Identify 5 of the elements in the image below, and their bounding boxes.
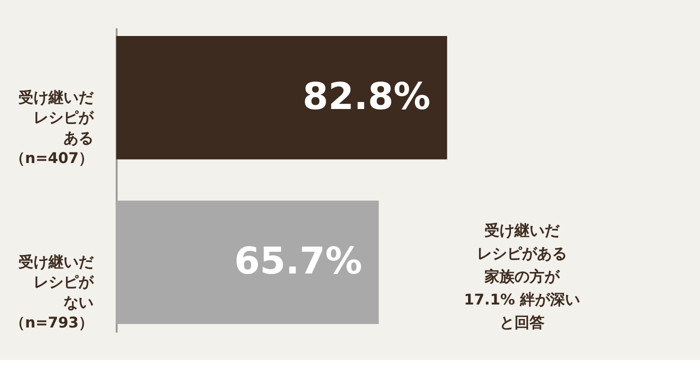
data-label: 82.8%: [302, 74, 431, 118]
y-tick-label: 受け継いだレシピがある（n=407）: [10, 89, 95, 168]
y-tick-label: 受け継いだレシピがない（n=793）: [10, 254, 95, 332]
data-label: 65.7%: [234, 239, 362, 282]
text: 受け継いだレシピがある家族の方が17.1% 絆が深いと回答: [464, 222, 580, 332]
